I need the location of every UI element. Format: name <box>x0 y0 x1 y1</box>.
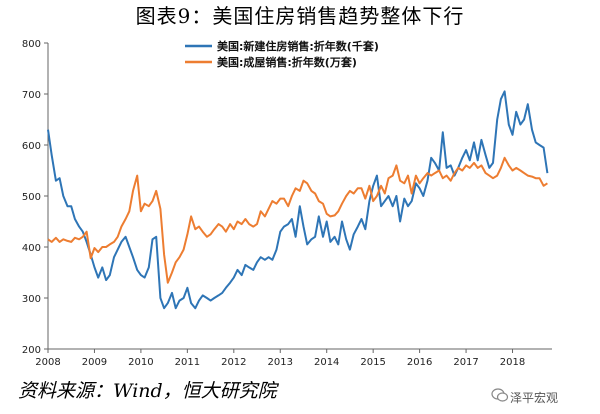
x-tick-label: 2016 <box>407 357 432 368</box>
x-tick-label: 2009 <box>82 357 107 368</box>
x-tick-label: 2011 <box>175 357 200 368</box>
x-tick-label: 2018 <box>500 357 525 368</box>
x-tick-label: 2013 <box>268 357 293 368</box>
x-tick-label: 2017 <box>453 357 478 368</box>
legend-label-1: 美国:新建住房销售:折年数(千套) <box>217 39 379 53</box>
source-note: 资料来源：Wind，恒大研究院 <box>18 380 277 402</box>
chart-lines <box>47 90 549 310</box>
x-tick-label: 2015 <box>360 357 385 368</box>
wechat-icon <box>491 388 509 402</box>
chart-legend: 美国:新建住房销售:折年数(千套) 美国:成屋销售:折年数(万套) <box>185 39 379 69</box>
y-tick-label: 700 <box>22 90 41 101</box>
y-tick-label: 800 <box>22 39 41 50</box>
y-tick-label: 600 <box>22 141 41 152</box>
legend-label-2: 美国:成屋销售:折年数(万套) <box>217 55 357 69</box>
y-tick-label: 400 <box>22 243 41 254</box>
y-tick-label: 300 <box>22 294 41 305</box>
x-tick-label: 2010 <box>128 357 153 368</box>
x-tick-label: 2008 <box>35 357 60 368</box>
x-tick-label: 2014 <box>314 357 339 368</box>
chart-title: 图表9：美国住房销售趋势整体下行 <box>135 4 465 28</box>
chart-ticks: 200 300 400 500 600 700 800 2008 2009 2010 2011 201… <box>22 39 525 368</box>
y-tick-label: 500 <box>22 192 41 203</box>
watermark: 泽平宏观 <box>510 391 559 405</box>
line-chart: 200 300 400 500 600 700 800 2008 2009 2010 2011 201… <box>22 39 552 368</box>
chart-axes <box>47 43 552 350</box>
y-tick-label: 200 <box>22 345 41 356</box>
series-line-1 <box>47 90 549 310</box>
series-line-2 <box>47 156 548 284</box>
x-tick-label: 2012 <box>221 357 246 368</box>
